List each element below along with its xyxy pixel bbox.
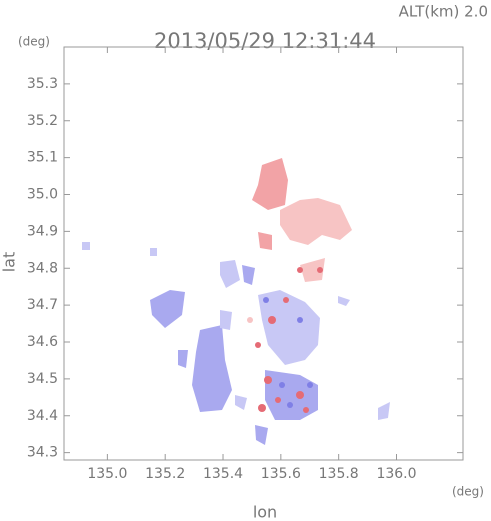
y-tick-label: 34.9 (27, 223, 58, 239)
chart-title: 2013/05/29 12:31:44 (154, 29, 376, 53)
x-tick-label: 136.0 (376, 466, 416, 482)
x-tick-label: 135.6 (261, 466, 301, 482)
y-tick-label: 35.3 (27, 76, 58, 92)
y-axis-label: lat (0, 252, 19, 273)
altitude-label: ALT(km) 2.0 (399, 3, 488, 21)
y-tick-label: 34.7 (27, 297, 58, 313)
y-unit: (deg) (18, 35, 50, 49)
x-tick-label: 135.2 (145, 466, 185, 482)
y-tick-label: 35.0 (27, 187, 58, 203)
plot-frame (63, 46, 464, 461)
y-tick-label: 34.4 (27, 408, 58, 424)
y-tick-label: 35.2 (27, 113, 58, 129)
x-unit: (deg) (452, 485, 484, 499)
x-tick-label: 135.8 (319, 466, 359, 482)
x-axis-label: lon (253, 503, 277, 521)
echo-field (82, 158, 390, 445)
y-tick-label: 35.1 (27, 150, 58, 166)
x-tick-label: 135.0 (87, 466, 127, 482)
y-tick-label: 34.6 (27, 334, 58, 350)
y-tick-label: 34.5 (27, 371, 58, 387)
y-tick-label: 34.3 (27, 445, 58, 461)
x-tick-label: 135.4 (203, 466, 243, 482)
y-tick-label: 34.8 (27, 260, 58, 276)
